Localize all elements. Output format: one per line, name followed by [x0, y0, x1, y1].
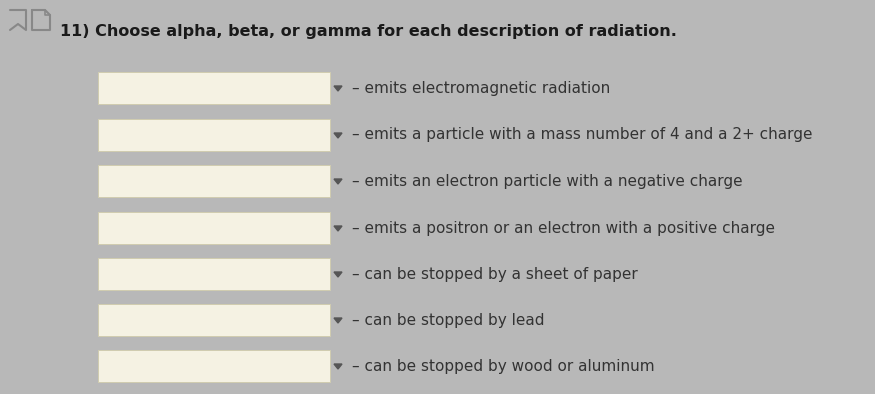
- FancyBboxPatch shape: [98, 119, 330, 151]
- Polygon shape: [334, 179, 342, 184]
- Polygon shape: [334, 318, 342, 323]
- FancyBboxPatch shape: [98, 258, 330, 290]
- Text: – emits a particle with a mass number of 4 and a 2+ charge: – emits a particle with a mass number of…: [352, 128, 813, 143]
- Polygon shape: [334, 226, 342, 231]
- Text: – can be stopped by wood or aluminum: – can be stopped by wood or aluminum: [352, 359, 654, 374]
- FancyBboxPatch shape: [98, 212, 330, 244]
- Text: – emits an electron particle with a negative charge: – emits an electron particle with a nega…: [352, 173, 743, 188]
- Polygon shape: [334, 272, 342, 277]
- FancyBboxPatch shape: [98, 304, 330, 336]
- Text: – emits a positron or an electron with a positive charge: – emits a positron or an electron with a…: [352, 221, 775, 236]
- FancyBboxPatch shape: [98, 72, 330, 104]
- Text: – can be stopped by a sheet of paper: – can be stopped by a sheet of paper: [352, 266, 638, 281]
- FancyBboxPatch shape: [98, 350, 330, 382]
- Text: 11) Choose alpha, beta, or gamma for each description of radiation.: 11) Choose alpha, beta, or gamma for eac…: [60, 24, 677, 39]
- Polygon shape: [334, 133, 342, 138]
- Text: – can be stopped by lead: – can be stopped by lead: [352, 312, 544, 327]
- FancyBboxPatch shape: [98, 165, 330, 197]
- Polygon shape: [334, 364, 342, 369]
- Text: – emits electromagnetic radiation: – emits electromagnetic radiation: [352, 80, 610, 95]
- Polygon shape: [334, 86, 342, 91]
